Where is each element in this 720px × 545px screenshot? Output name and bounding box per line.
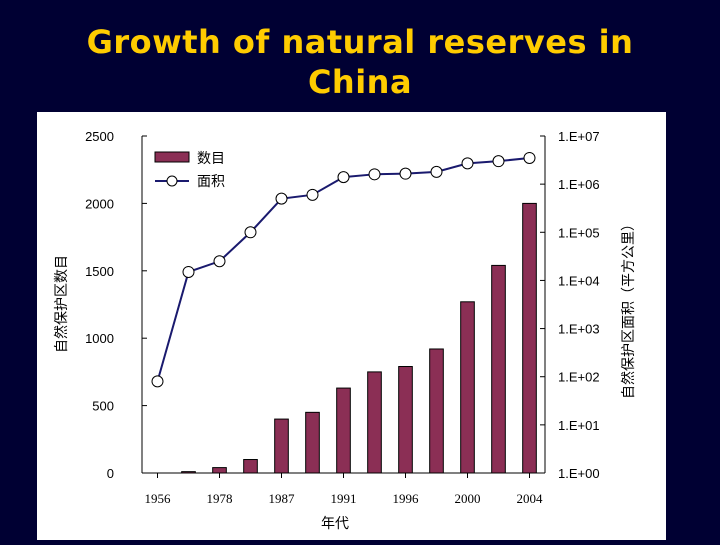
x-tick-label: 2004 bbox=[517, 491, 544, 506]
bar bbox=[460, 301, 475, 474]
x-tick-label: 1978 bbox=[207, 491, 233, 506]
legend-label-count: 数目 bbox=[197, 151, 225, 167]
bar bbox=[212, 467, 227, 474]
left-axis-title: 自然保护区数目 bbox=[53, 255, 70, 353]
chart-svg: 0 500 1000 1500 2000 2500 1.E+00 1.E+01 1.E+02 1.… bbox=[53, 129, 637, 532]
right-tick-label: 1.E+06 bbox=[558, 177, 600, 192]
axes: 0 500 1000 1500 2000 2500 1.E+00 1.E+01 1.E+02 1.… bbox=[85, 129, 600, 506]
bar bbox=[305, 411, 320, 474]
line-point bbox=[523, 151, 536, 164]
x-tick-label: 1996 bbox=[393, 491, 420, 506]
right-tick-label: 1.E+04 bbox=[558, 273, 600, 288]
bar bbox=[367, 371, 382, 474]
line-point bbox=[182, 265, 195, 278]
x-tick-label: 1991 bbox=[331, 491, 357, 506]
right-tick-label: 1.E+05 bbox=[558, 225, 600, 240]
x-tick-label: 1956 bbox=[145, 491, 172, 506]
bar bbox=[491, 264, 506, 474]
line-point bbox=[213, 255, 226, 268]
right-tick-label: 1.E+03 bbox=[558, 322, 600, 337]
left-tick-label: 1000 bbox=[85, 331, 114, 346]
right-tick-label: 1.E+01 bbox=[558, 418, 600, 433]
x-axis-title: 年代 bbox=[321, 516, 349, 532]
line-point bbox=[430, 165, 443, 178]
bar bbox=[429, 348, 444, 474]
legend-bar-swatch bbox=[154, 151, 190, 163]
x-tick-label: 1987 bbox=[269, 491, 296, 506]
bar bbox=[522, 202, 537, 474]
line-point bbox=[492, 155, 505, 168]
right-tick-label: 1.E+02 bbox=[558, 370, 600, 385]
right-axis-title: 自然保护区面积（平方公里） bbox=[620, 217, 637, 399]
bar bbox=[398, 366, 413, 474]
left-tick-label: 1500 bbox=[85, 264, 114, 279]
right-tick-label: 1.E+07 bbox=[558, 129, 600, 144]
bar bbox=[181, 471, 196, 474]
line-point bbox=[399, 167, 412, 180]
chart-panel: 0 500 1000 1500 2000 2500 1.E+00 1.E+01 1.E+02 1.… bbox=[37, 112, 666, 540]
slide-title-line-2: China bbox=[307, 63, 413, 101]
bar bbox=[274, 418, 289, 474]
slide-title: Growth of natural reserves in China bbox=[0, 22, 720, 102]
left-tick-label: 2500 bbox=[85, 129, 114, 144]
left-tick-label: 500 bbox=[92, 399, 114, 414]
bar bbox=[243, 459, 258, 474]
left-tick-label: 0 bbox=[107, 466, 114, 481]
left-tick-label: 2000 bbox=[85, 196, 114, 211]
x-tick-label: 2000 bbox=[455, 491, 481, 506]
line-point bbox=[337, 171, 350, 184]
slide-title-line-1: Growth of natural reserves in bbox=[86, 23, 634, 61]
line-point bbox=[461, 157, 474, 170]
bar-series bbox=[181, 202, 537, 474]
legend-label-area: 面积 bbox=[197, 174, 225, 190]
line-point bbox=[275, 192, 288, 205]
legend-marker-swatch bbox=[166, 175, 178, 187]
line-point bbox=[151, 375, 164, 388]
right-tick-label: 1.E+00 bbox=[558, 466, 600, 481]
line-series bbox=[151, 151, 536, 388]
line-point bbox=[244, 226, 257, 239]
bar bbox=[336, 387, 351, 474]
line-point bbox=[368, 168, 381, 181]
line-point bbox=[306, 188, 319, 201]
